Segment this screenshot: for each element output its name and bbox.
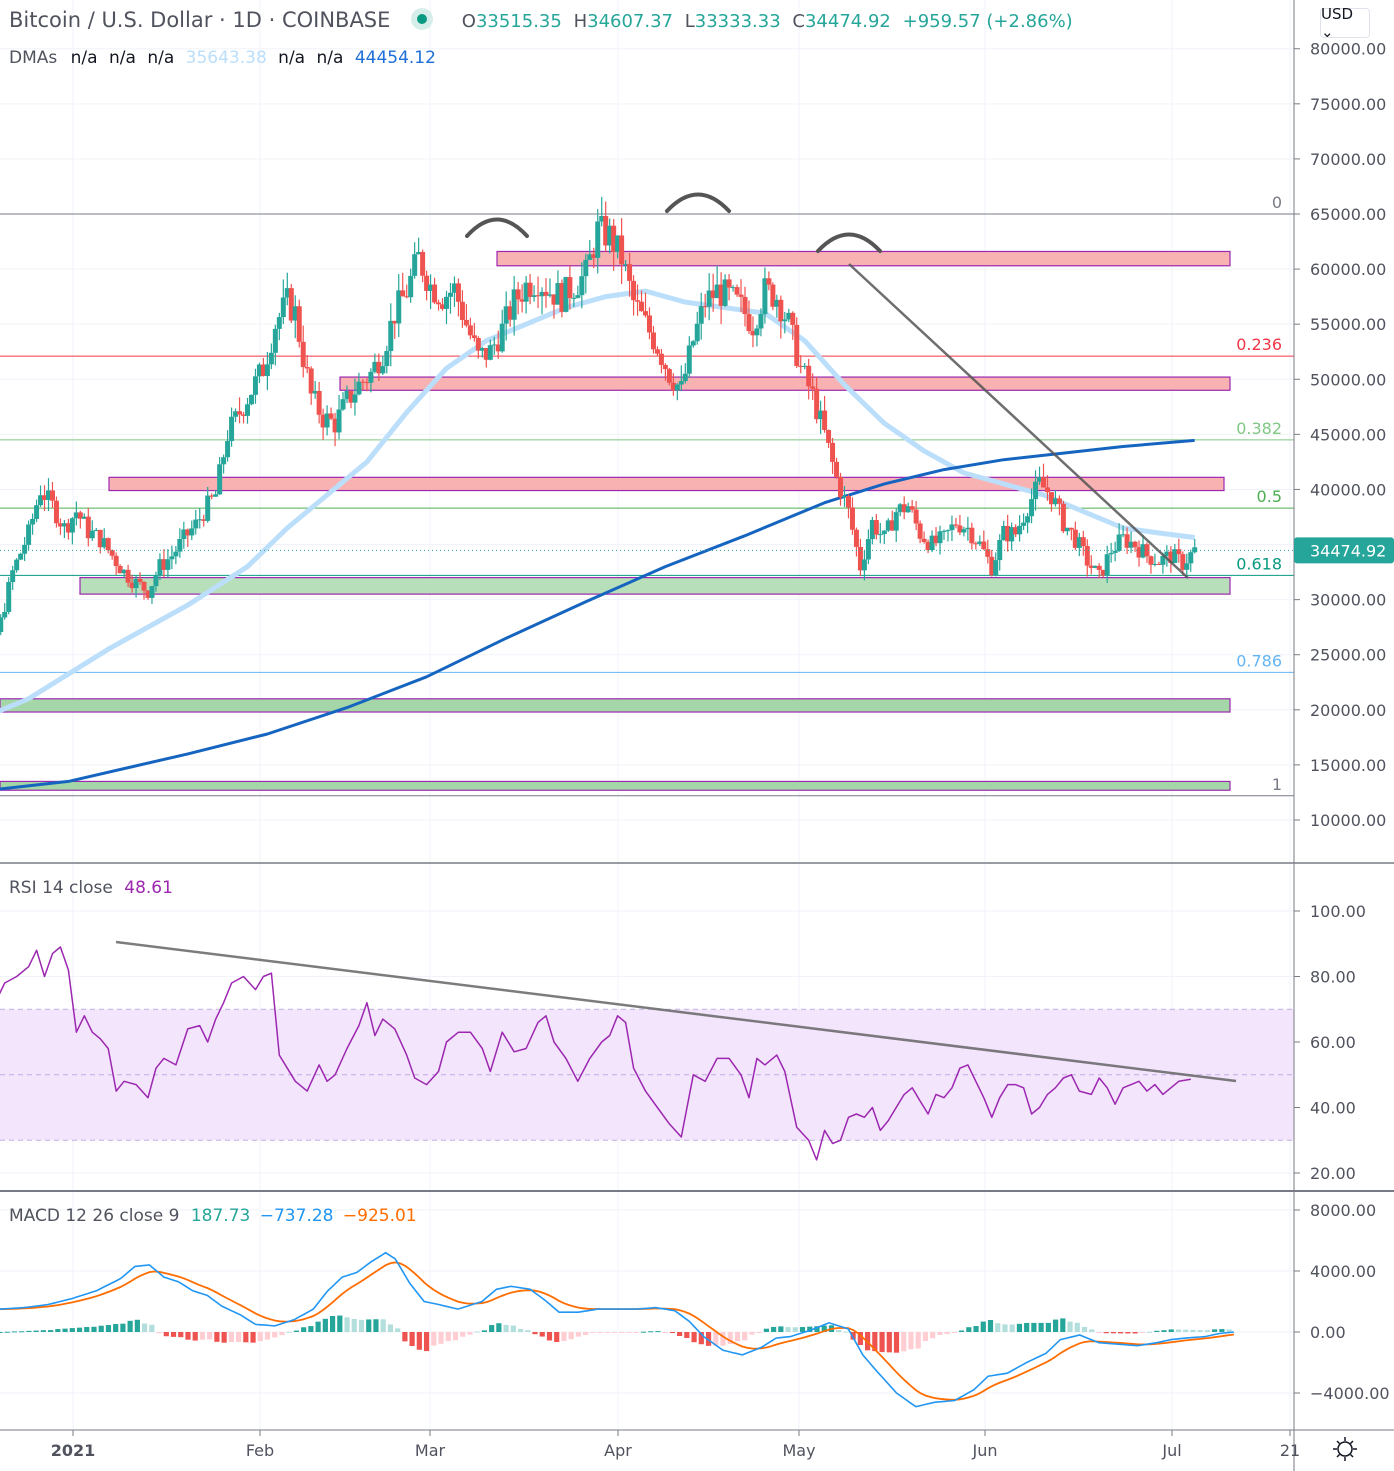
- chart-settings-button[interactable]: [1330, 1434, 1360, 1464]
- svg-text:0.618: 0.618: [1236, 554, 1282, 573]
- svg-text:25000.00: 25000.00: [1310, 646, 1386, 665]
- dma-value: 35643.38: [185, 48, 267, 68]
- svg-text:10000.00: 10000.00: [1310, 811, 1386, 830]
- dma-value: 44454.12: [354, 48, 436, 68]
- svg-text:0.00: 0.00: [1310, 1323, 1346, 1342]
- svg-text:45000.00: 45000.00: [1310, 425, 1386, 444]
- macd-legend[interactable]: MACD 12 26 close 9 187.73 −737.28 −925.0…: [9, 1206, 417, 1226]
- price-trendline: [848, 263, 1189, 579]
- dma-value: n/a: [70, 48, 98, 68]
- rsi-trendline: [115, 940, 1237, 1083]
- rsi-label: RSI 14 close: [9, 878, 113, 898]
- symbol-legend: Bitcoin / U.S. Dollar · 1D · COINBASE O3…: [9, 8, 1079, 32]
- macd-label: MACD 12 26 close 9: [9, 1206, 180, 1226]
- svg-text:0.5: 0.5: [1257, 487, 1282, 506]
- svg-text:80.00: 80.00: [1310, 968, 1356, 987]
- svg-text:Apr: Apr: [604, 1441, 632, 1460]
- macd-signal-value: −925.01: [342, 1206, 417, 1226]
- macd-indicator: [0, 1251, 1235, 1408]
- svg-text:20000.00: 20000.00: [1310, 701, 1386, 720]
- svg-text:40000.00: 40000.00: [1310, 480, 1386, 499]
- svg-text:21: 21: [1280, 1441, 1300, 1460]
- high-value: 34607.37: [587, 11, 674, 32]
- fibonacci-retracement: 0 0.236 0.382 0.5 0.618 0.786 1: [0, 193, 1294, 797]
- svg-text:55000.00: 55000.00: [1310, 315, 1386, 334]
- svg-text:Feb: Feb: [246, 1441, 274, 1460]
- dma-value: n/a: [147, 48, 175, 68]
- change-value: +959.57 (+2.86%): [902, 11, 1073, 32]
- svg-text:Jul: Jul: [1161, 1441, 1181, 1460]
- svg-text:−4000.00: −4000.00: [1310, 1384, 1390, 1403]
- svg-text:4000.00: 4000.00: [1310, 1262, 1376, 1281]
- dma-label: DMAs: [9, 48, 58, 68]
- svg-text:50000.00: 50000.00: [1310, 370, 1386, 389]
- svg-text:34474.92: 34474.92: [1310, 541, 1386, 560]
- svg-text:0: 0: [1272, 193, 1282, 212]
- moving-averages: [0, 288, 1196, 791]
- svg-text:65000.00: 65000.00: [1310, 205, 1386, 224]
- svg-text:0.786: 0.786: [1236, 651, 1282, 670]
- head-shoulders-arc: [465, 217, 529, 238]
- svg-text:70000.00: 70000.00: [1310, 150, 1386, 169]
- dma-value: n/a: [108, 48, 136, 68]
- rsi-line: [0, 946, 1191, 1161]
- sun-gear-icon: [1333, 1437, 1357, 1461]
- rsi-legend[interactable]: RSI 14 close 48.61: [9, 878, 173, 898]
- svg-text:30000.00: 30000.00: [1310, 591, 1386, 610]
- rsi-value: 48.61: [124, 878, 173, 898]
- dma-value: n/a: [316, 48, 344, 68]
- trendline-drawings[interactable]: [115, 192, 1237, 1083]
- market-status-dot-icon: [411, 8, 434, 30]
- support-resistance-zones: [0, 250, 1231, 791]
- rsi-band: [0, 1008, 1294, 1141]
- svg-text:20.00: 20.00: [1310, 1164, 1356, 1183]
- svg-text:75000.00: 75000.00: [1310, 95, 1386, 114]
- svg-text:Jun: Jun: [972, 1441, 998, 1460]
- svg-text:Mar: Mar: [415, 1441, 446, 1460]
- currency-dropdown-button[interactable]: USD ⌄: [1320, 5, 1370, 41]
- svg-text:80000.00: 80000.00: [1310, 40, 1386, 59]
- svg-text:100.00: 100.00: [1310, 902, 1366, 921]
- symbol-title[interactable]: Bitcoin / U.S. Dollar · 1D · COINBASE: [9, 8, 391, 32]
- svg-text:May: May: [782, 1441, 815, 1460]
- svg-text:60.00: 60.00: [1310, 1033, 1356, 1052]
- svg-text:8000.00: 8000.00: [1310, 1201, 1376, 1220]
- svg-text:40.00: 40.00: [1310, 1099, 1356, 1118]
- svg-text:1: 1: [1272, 775, 1282, 794]
- svg-text:0.382: 0.382: [1236, 419, 1282, 438]
- close-value: 34474.92: [804, 11, 891, 32]
- head-shoulders-arc: [816, 232, 882, 253]
- svg-text:2021: 2021: [51, 1441, 96, 1460]
- price-candles: [0, 196, 1198, 636]
- svg-text:0.236: 0.236: [1236, 335, 1282, 354]
- svg-text:60000.00: 60000.00: [1310, 260, 1386, 279]
- dma-value: n/a: [278, 48, 306, 68]
- ohlc-values: O33515.35 H34607.37 L33333.33 C34474.92 …: [461, 11, 1073, 32]
- low-value: 33333.33: [694, 11, 781, 32]
- open-value: 33515.35: [475, 11, 562, 32]
- head-shoulders-arc: [665, 192, 731, 213]
- macd-hist-value: 187.73: [190, 1206, 251, 1226]
- macd-value: −737.28: [259, 1206, 334, 1226]
- dma-legend[interactable]: DMAs n/a n/a n/a 35643.38 n/a n/a 44454.…: [9, 48, 442, 68]
- svg-text:15000.00: 15000.00: [1310, 756, 1386, 775]
